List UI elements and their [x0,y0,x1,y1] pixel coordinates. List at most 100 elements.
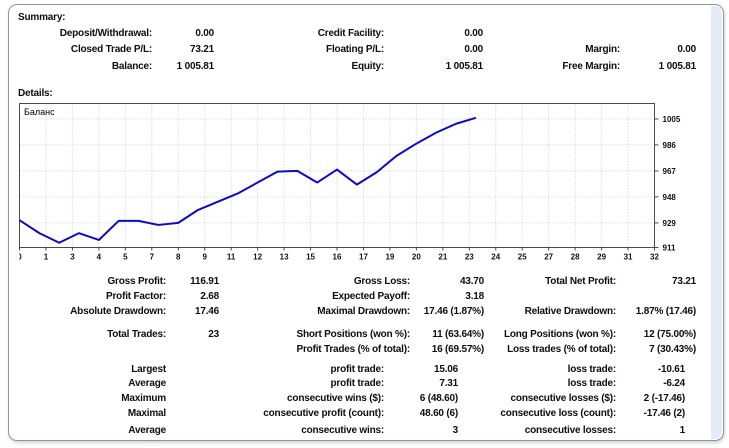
svg-text:32: 32 [650,253,659,262]
details-section-title: Details: [18,88,53,99]
largest-loss-trade-label: loss trade: [567,364,617,375]
svg-text:29: 29 [597,253,606,262]
svg-text:17: 17 [359,253,368,262]
balance-value: 1 005.81 [176,61,215,72]
floating-pl-value: 0.00 [464,44,483,55]
long-positions-value: 12 (75.00%) [643,329,696,340]
svg-text:28: 28 [571,253,580,262]
svg-text:16: 16 [333,253,342,262]
row-header-average-2: Average [128,425,166,436]
equity-label: Equity: [351,61,385,72]
balance-label: Balance: [111,61,152,72]
svg-text:31: 31 [624,253,633,262]
expected-payoff-label: Expected Payoff: [332,291,410,302]
svg-text:1: 1 [44,253,49,262]
short-positions-value: 11 (63.64%) [432,329,484,340]
floating-pl-label: Floating P/L: [326,44,384,55]
loss-trades-label: Loss trades (% of total): [507,344,616,355]
gross-loss-value: 43.70 [459,276,484,287]
gross-profit-label: Gross Profit: [107,276,166,287]
svg-text:911: 911 [663,244,676,253]
svg-text:1005: 1005 [663,115,681,124]
svg-text:5: 5 [123,253,128,262]
gross-profit-value: 116.91 [190,276,219,287]
absolute-drawdown-value: 17.46 [194,306,219,317]
svg-text:948: 948 [663,193,677,202]
total-trades-value: 23 [208,329,219,340]
largest-profit-trade-value: 15.06 [433,364,458,375]
svg-text:4: 4 [97,253,102,262]
relative-drawdown-label: Relative Drawdown: [524,306,617,317]
deposit-withdrawal-label: Deposit/Withdrawal: [59,28,152,39]
maximal-consecutive-loss-value: -17.46 (2) [643,408,686,419]
row-header-average: Average [128,378,166,389]
balance-chart: 0 1 3 4 5 7 8 9 11 12 13 15 16 17 19 20 21 23 24 25 27 28 29 31… [19,103,681,262]
equity-value: 1 005.81 [445,61,484,72]
average-loss-trade-label: loss trade: [567,378,617,389]
row-header-maximum: Maximum [121,393,166,404]
svg-text:21: 21 [438,253,447,262]
svg-text:15: 15 [306,253,315,262]
maximal-drawdown-label: Maximal Drawdown: [317,306,410,317]
expected-payoff-value: 3.18 [465,291,484,302]
summary-section-title: Summary: [18,12,66,23]
margin-value: 0.00 [677,44,696,55]
average-loss-trade-value: -6.24 [663,378,685,389]
svg-text:11: 11 [227,253,236,262]
svg-text:27: 27 [544,253,553,262]
short-positions-label: Short Positions (won %): [296,329,410,340]
margin-label: Margin: [585,44,620,55]
svg-text:929: 929 [663,219,677,228]
credit-facility-value: 0.00 [464,28,483,39]
svg-text:19: 19 [385,253,394,262]
total-net-profit-label: Total Net Profit: [545,276,616,287]
svg-text:8: 8 [176,253,181,262]
max-consecutive-losses-value: 2 (-17.46) [643,393,686,404]
maximal-consecutive-profit-label: consecutive profit (count): [263,408,384,419]
maximal-consecutive-profit-value: 48.60 (6) [419,408,458,419]
gross-loss-label: Gross Loss: [353,276,410,287]
avg-consecutive-losses-label: consecutive losses: [524,425,616,436]
profit-factor-value: 2.68 [200,291,219,302]
svg-text:9: 9 [202,253,207,262]
largest-loss-trade-value: -10.61 [657,364,685,375]
chart-series-label: Баланс [24,107,55,117]
row-header-maximal: Maximal [127,408,166,419]
long-positions-label: Long Positions (won %): [503,329,616,340]
avg-consecutive-losses-value: 1 [679,425,686,436]
absolute-drawdown-label: Absolute Drawdown: [70,306,166,317]
svg-text:13: 13 [280,253,289,262]
largest-profit-trade-label: profit trade: [330,364,384,375]
profit-trades-label: Profit Trades (% of total): [296,344,411,355]
svg-text:7: 7 [150,253,155,262]
total-trades-label: Total Trades: [107,329,166,340]
max-consecutive-wins-label: consecutive wins ($): [287,393,384,404]
svg-text:25: 25 [518,253,527,262]
closed-trade-pl-value: 73.21 [189,44,214,55]
relative-drawdown-value: 1.87% (17.46) [635,306,696,317]
loss-trades-value: 7 (30.43%) [649,344,696,355]
vertical-scrollbar-track[interactable] [711,6,722,439]
svg-text:23: 23 [465,253,474,262]
total-net-profit-value: 73.21 [671,276,696,287]
row-header-largest: Largest [131,364,166,375]
average-profit-trade-value: 7.31 [439,378,458,389]
free-margin-value: 1 005.81 [658,61,697,72]
svg-text:967: 967 [663,167,677,176]
avg-consecutive-wins-value: 3 [452,425,459,436]
deposit-withdrawal-value: 0.00 [195,28,214,39]
svg-text:20: 20 [412,253,421,262]
max-consecutive-wins-value: 6 (48.60) [419,393,458,404]
avg-consecutive-wins-label: consecutive wins: [301,425,384,436]
svg-text:24: 24 [491,253,500,262]
maximal-consecutive-loss-label: consecutive loss (count): [500,408,616,419]
profit-trades-value: 16 (69.57%) [431,344,484,355]
svg-text:0: 0 [19,253,22,262]
free-margin-label: Free Margin: [562,61,620,72]
closed-trade-pl-label: Closed Trade P/L: [70,44,152,55]
svg-text:986: 986 [663,141,677,150]
average-profit-trade-label: profit trade: [330,378,384,389]
credit-facility-label: Credit Facility: [317,28,384,39]
max-consecutive-losses-label: consecutive losses ($): [510,393,617,404]
